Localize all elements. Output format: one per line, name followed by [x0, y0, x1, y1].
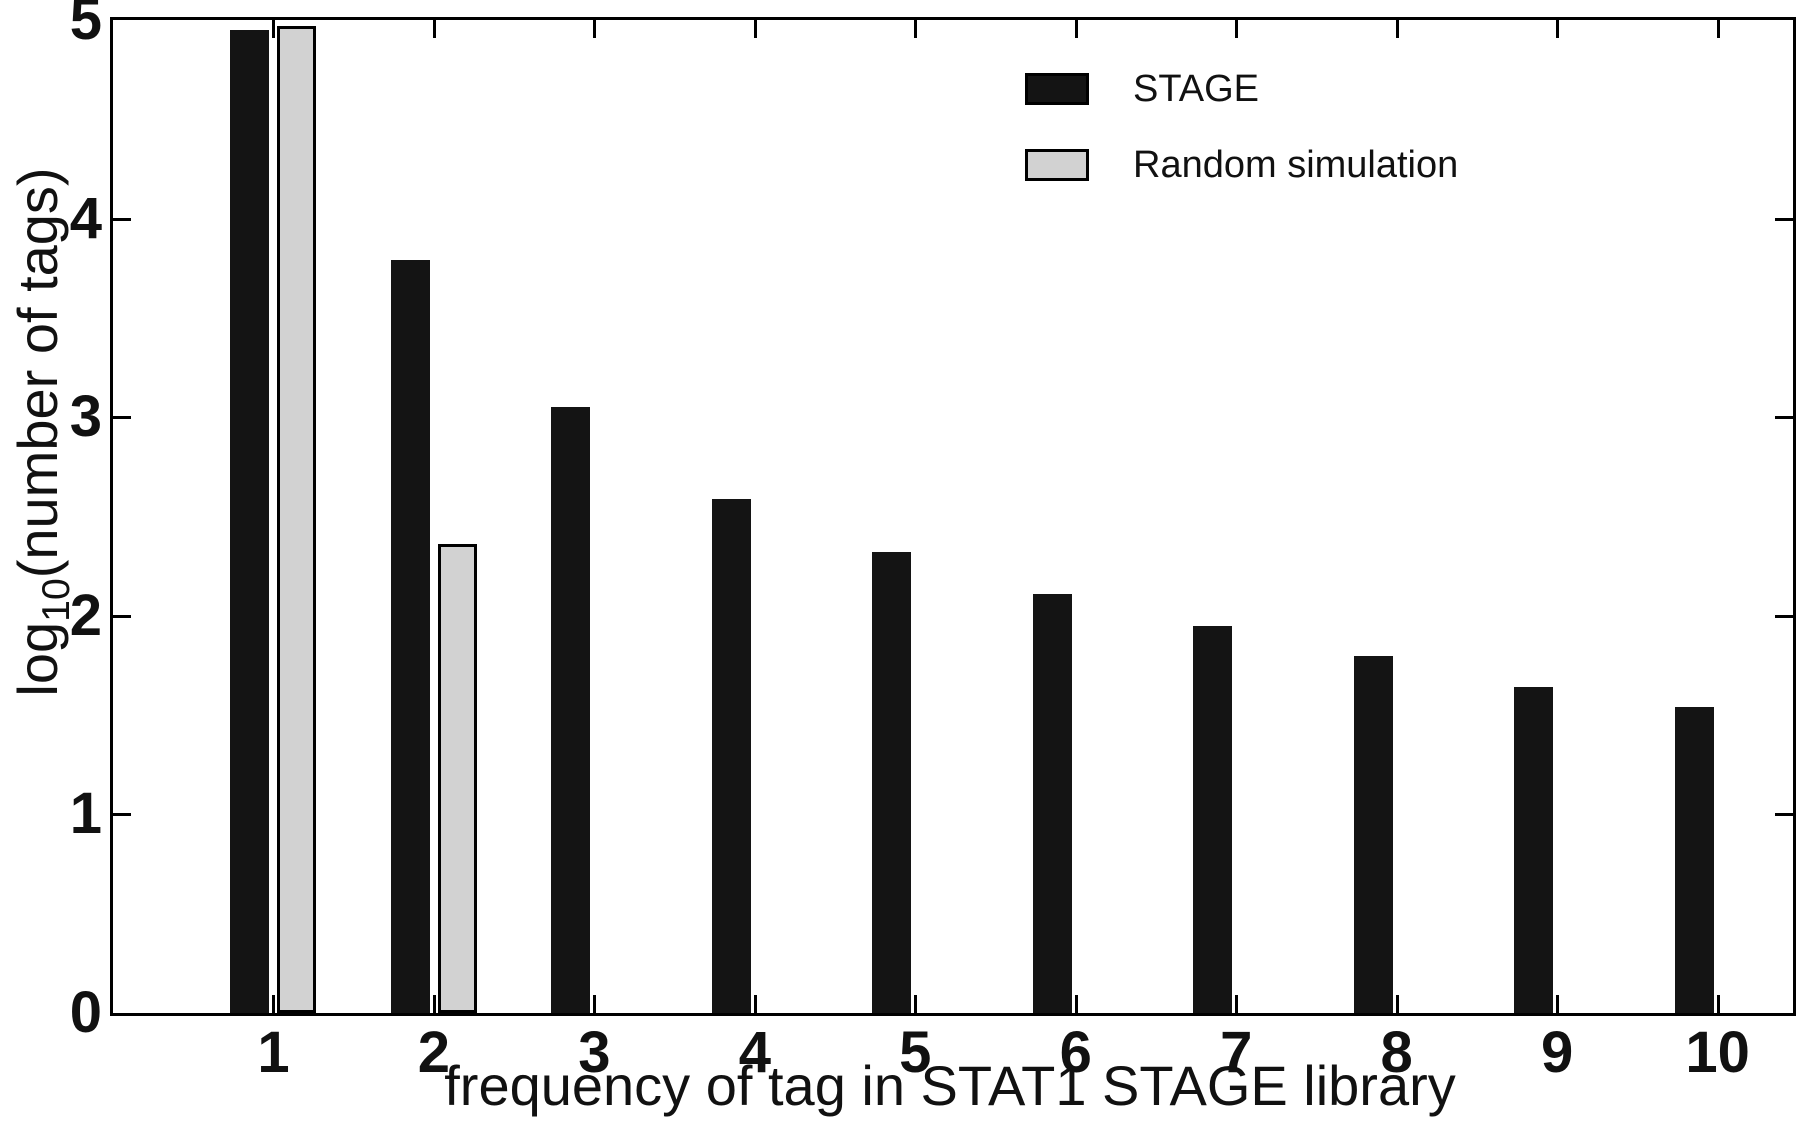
x-tick-bottom	[1716, 995, 1720, 1013]
y-tick-right	[1775, 614, 1793, 618]
x-tick-bottom	[1556, 995, 1560, 1013]
x-tick-bottom	[272, 995, 276, 1013]
x-tick-top	[1074, 20, 1078, 38]
legend-swatch-random-simulation	[1025, 149, 1089, 181]
bar-stage-3	[551, 407, 591, 1013]
bar-stage-6	[1032, 593, 1072, 1013]
bar-stage-2	[390, 260, 430, 1013]
x-tick-bottom	[914, 995, 918, 1013]
x-tick-top	[1716, 20, 1720, 38]
y-axis-tick-label: 2	[69, 582, 102, 648]
bar-stage-1	[230, 29, 270, 1013]
x-axis-tick-label: 4	[738, 1020, 771, 1085]
x-axis-tick-label: 3	[578, 1020, 611, 1085]
x-tick-top	[1556, 20, 1560, 38]
bar-random-simulation-1	[277, 25, 317, 1013]
x-tick-bottom	[432, 995, 436, 1013]
x-tick-bottom	[1074, 995, 1078, 1013]
bar-stage-10	[1674, 707, 1714, 1013]
y-tick-left	[113, 813, 131, 817]
plot-area	[110, 17, 1796, 1016]
bar-stage-5	[872, 552, 912, 1013]
y-axis-tick-label: 3	[69, 384, 102, 450]
x-axis-tick-label: 6	[1059, 1020, 1092, 1085]
x-axis-tick-label: 5	[899, 1020, 932, 1085]
legend-swatch-stage	[1025, 73, 1089, 105]
y-tick-left	[113, 416, 131, 420]
x-axis-tick-label: 9	[1540, 1020, 1574, 1085]
legend-item-stage: STAGE	[1025, 70, 1458, 108]
x-axis-tick-label: 2	[417, 1020, 451, 1085]
y-tick-right	[1775, 217, 1793, 221]
y-tick-left	[113, 217, 131, 221]
x-tick-top	[272, 20, 276, 38]
x-axis-tick-label: 10	[1685, 1020, 1750, 1085]
x-tick-top	[914, 20, 918, 38]
x-tick-bottom	[593, 995, 597, 1013]
x-axis-tick-label: 1	[257, 1020, 290, 1085]
y-tick-right	[1775, 416, 1793, 420]
bar-stage-8	[1353, 655, 1393, 1013]
legend-label-random-simulation: Random simulation	[1133, 144, 1459, 186]
y-tick-left	[113, 614, 131, 618]
y-axis-tick-label: 4	[69, 185, 102, 251]
y-axis-tick-label: 5	[69, 0, 102, 52]
bar-stage-7	[1193, 625, 1233, 1013]
x-axis-tick-label: 7	[1220, 1020, 1253, 1085]
x-tick-bottom	[1235, 995, 1239, 1013]
x-tick-top	[1395, 20, 1399, 38]
legend: STAGE Random simulation	[1025, 70, 1458, 184]
y-axis-tick-label: 0	[69, 980, 102, 1045]
x-tick-top	[753, 20, 757, 38]
bar-random-simulation-2	[437, 544, 477, 1013]
x-tick-top	[432, 20, 436, 38]
bar-stage-9	[1514, 687, 1554, 1013]
legend-label-stage: STAGE	[1133, 68, 1259, 110]
x-tick-top	[593, 20, 597, 38]
legend-item-random-simulation: Random simulation	[1025, 146, 1458, 184]
x-tick-bottom	[753, 995, 757, 1013]
x-tick-bottom	[1395, 995, 1399, 1013]
x-axis-tick-label: 8	[1380, 1020, 1413, 1085]
x-tick-top	[1235, 20, 1239, 38]
y-tick-right	[1775, 813, 1793, 817]
x-axis-label: frequency of tag in STAT1 STAGE library	[444, 1054, 1456, 1117]
y-axis-tick-label: 1	[69, 781, 102, 847]
bar-stage-4	[711, 498, 751, 1013]
